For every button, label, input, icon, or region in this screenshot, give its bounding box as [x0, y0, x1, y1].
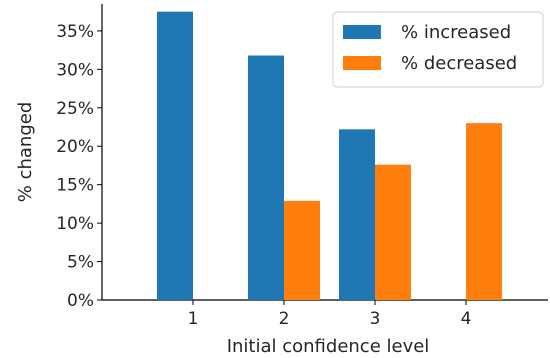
bar-decreased-4 [466, 123, 502, 300]
x-tick-label: 2 [279, 309, 290, 329]
bar-decreased-3 [375, 165, 411, 300]
legend-swatch-increased [343, 25, 381, 39]
y-tick-label: 30% [56, 60, 94, 80]
bar-decreased-2 [284, 201, 320, 300]
bar-increased-2 [248, 56, 284, 300]
legend-swatch-decreased [343, 56, 381, 70]
y-tick-label: 25% [56, 99, 94, 119]
x-tick-label: 3 [370, 309, 381, 329]
bar-increased-3 [339, 129, 375, 300]
x-axis-ticks: 1 2 3 4 [188, 300, 472, 329]
y-tick-label: 10% [56, 214, 94, 234]
y-tick-label: 20% [56, 137, 94, 157]
x-tick-label: 1 [188, 309, 199, 329]
y-axis-ticks: 0% 5% 10% 15% 20% 25% 30% 35% [56, 22, 102, 311]
legend-label-decreased: % decreased [401, 53, 517, 74]
y-tick-label: 15% [56, 176, 94, 196]
y-tick-label: 5% [67, 253, 94, 273]
y-tick-label: 0% [67, 291, 94, 311]
legend: % increased % decreased [333, 12, 543, 87]
y-tick-label: 35% [56, 22, 94, 42]
x-axis-label: Initial confidence level [227, 336, 430, 357]
legend-label-increased: % increased [401, 22, 511, 43]
y-axis-label: % changed [15, 102, 36, 203]
bar-increased-1 [157, 12, 193, 300]
x-tick-label: 4 [461, 309, 472, 329]
